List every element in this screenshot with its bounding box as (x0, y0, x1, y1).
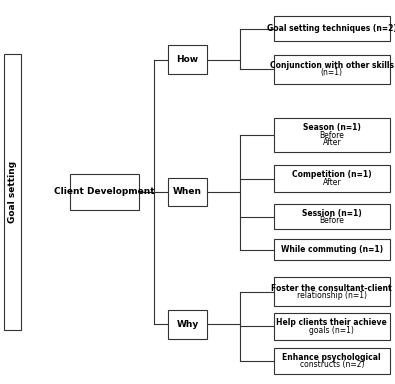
FancyBboxPatch shape (70, 174, 139, 210)
Text: While commuting (n=1): While commuting (n=1) (281, 245, 383, 254)
FancyBboxPatch shape (274, 348, 390, 374)
FancyBboxPatch shape (168, 45, 207, 74)
Text: Session (n=1): Session (n=1) (302, 209, 362, 218)
FancyBboxPatch shape (274, 16, 390, 41)
Text: Competition (n=1): Competition (n=1) (292, 170, 372, 179)
Text: Help clients their achieve: Help clients their achieve (276, 318, 387, 327)
Text: Enhance psychological: Enhance psychological (282, 353, 381, 362)
Text: goals (n=1): goals (n=1) (309, 326, 354, 334)
FancyBboxPatch shape (274, 313, 390, 340)
FancyBboxPatch shape (274, 118, 390, 152)
FancyBboxPatch shape (168, 310, 207, 339)
Text: When: When (173, 187, 202, 197)
Text: (n=1): (n=1) (321, 68, 343, 77)
Text: Before: Before (320, 216, 344, 225)
Text: constructs (n=2): constructs (n=2) (299, 360, 364, 369)
Text: After: After (322, 178, 341, 187)
Text: Before: Before (320, 131, 344, 140)
Text: Conjunction with other skills: Conjunction with other skills (270, 61, 394, 70)
Text: Goal setting techniques (n=2): Goal setting techniques (n=2) (267, 24, 395, 33)
FancyBboxPatch shape (168, 178, 207, 207)
Text: Client Development: Client Development (55, 187, 155, 197)
Text: Season (n=1): Season (n=1) (303, 123, 361, 132)
Text: relationship (n=1): relationship (n=1) (297, 291, 367, 300)
Text: After: After (322, 138, 341, 147)
Text: How: How (177, 55, 199, 64)
FancyBboxPatch shape (274, 239, 390, 260)
Text: Foster the consultant-client: Foster the consultant-client (271, 284, 392, 293)
FancyBboxPatch shape (274, 205, 390, 230)
FancyBboxPatch shape (274, 55, 390, 84)
FancyBboxPatch shape (274, 165, 390, 192)
Text: Goal setting: Goal setting (8, 161, 17, 223)
Text: Why: Why (177, 320, 199, 329)
FancyBboxPatch shape (274, 277, 390, 306)
FancyBboxPatch shape (4, 54, 21, 330)
